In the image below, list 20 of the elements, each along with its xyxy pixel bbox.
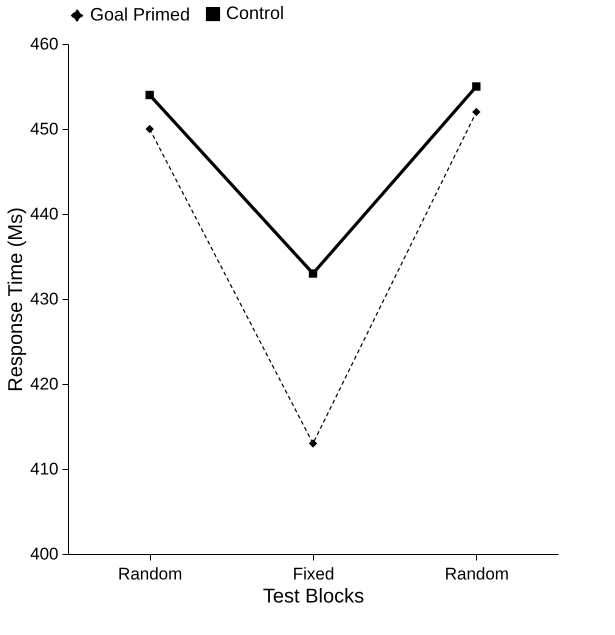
point bbox=[145, 90, 154, 100]
x-tick-label: Random bbox=[118, 564, 182, 584]
y-tick-label: 420 bbox=[30, 374, 58, 394]
point bbox=[308, 439, 318, 448]
y-axis-title: Response Time (Ms) bbox=[5, 207, 28, 392]
y-tick-label: 440 bbox=[30, 204, 58, 224]
point bbox=[308, 269, 318, 278]
x-tick-label: Random bbox=[444, 564, 509, 584]
point bbox=[472, 108, 481, 116]
y-tick-label: 450 bbox=[30, 120, 58, 138]
x-tick-label: Fixed bbox=[292, 564, 334, 584]
point bbox=[472, 82, 481, 91]
legend-label: Control bbox=[226, 3, 284, 24]
y-tick-label: 410 bbox=[30, 460, 58, 478]
point bbox=[145, 124, 154, 134]
y-tick-label: 400 bbox=[30, 544, 58, 564]
legend-label: Goal Primed bbox=[90, 4, 190, 24]
y-tick-label: 430 bbox=[30, 290, 58, 308]
x-axis-title: Test Blocks bbox=[262, 586, 364, 608]
y-tick-label: 460 bbox=[30, 34, 58, 54]
